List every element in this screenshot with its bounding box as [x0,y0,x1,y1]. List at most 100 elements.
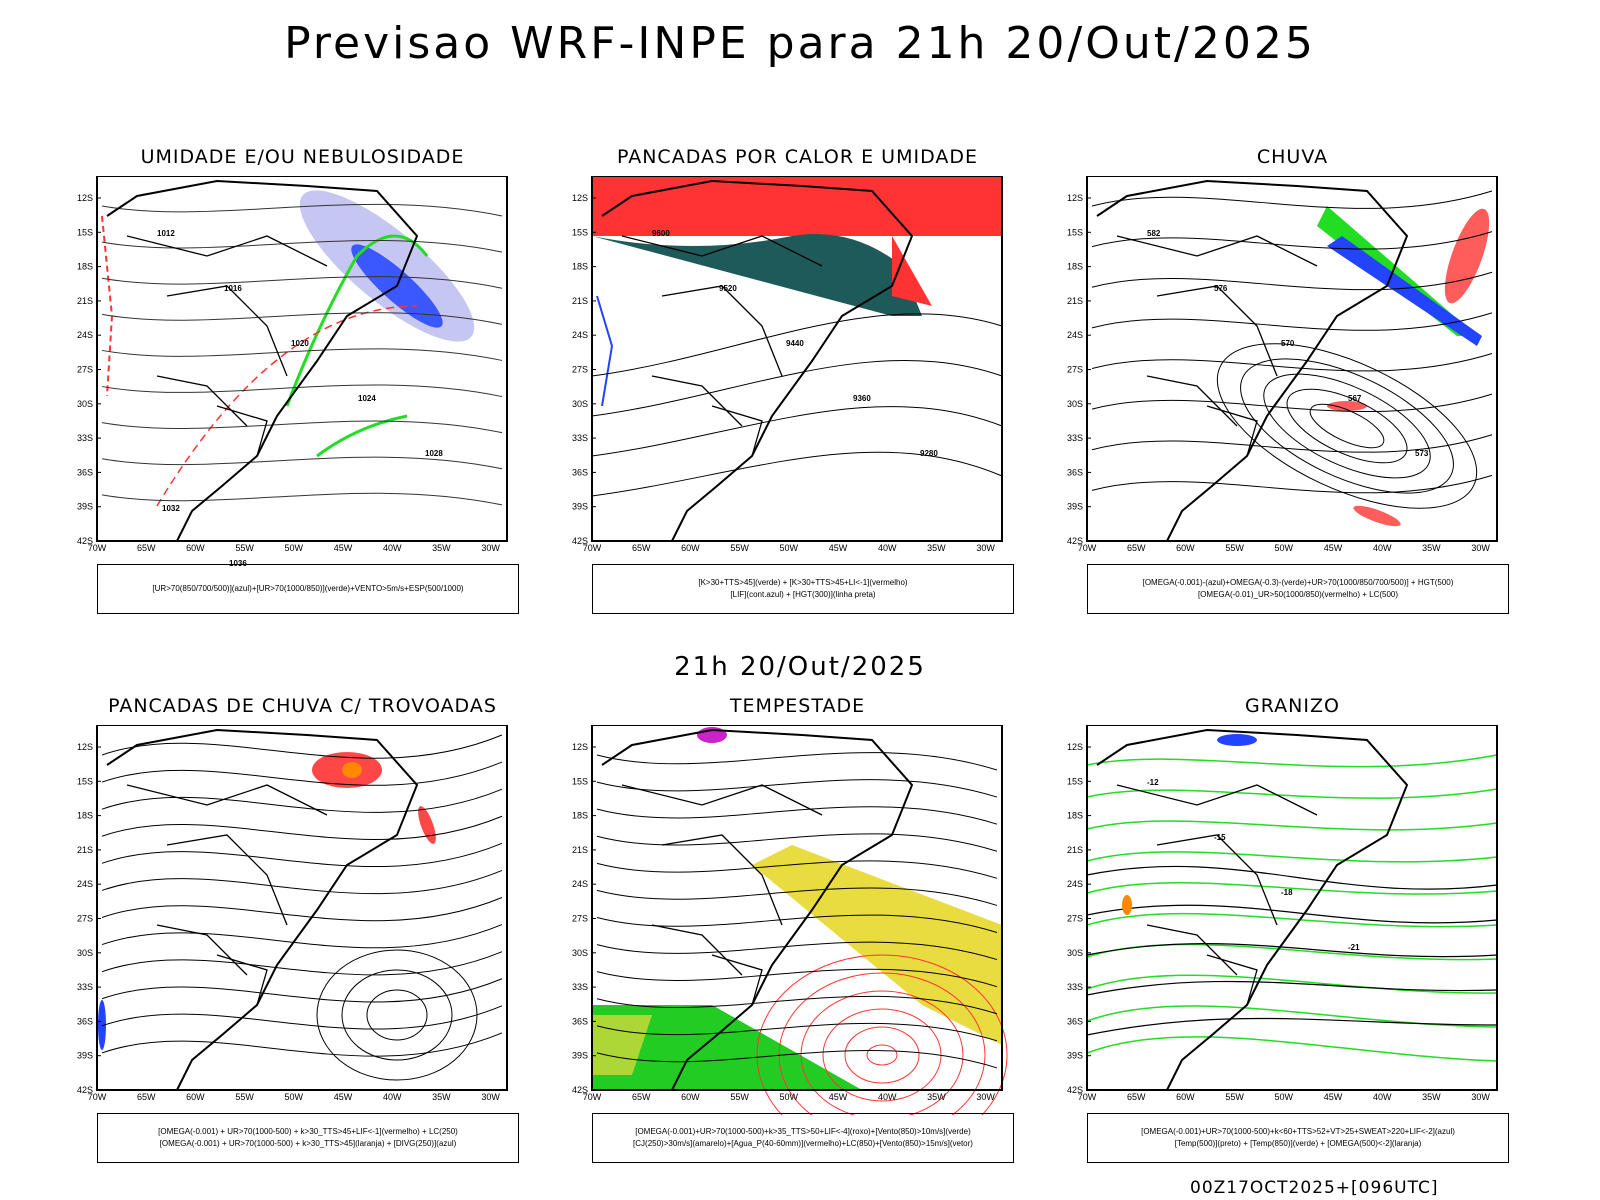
lat-tick-label: 33S [77,982,93,992]
legend-line: [OMEGA(-0.001)+UR>70(1000-500)+k<60+TTS>… [1141,1127,1455,1136]
lat-tick-label: 21S [1067,845,1083,855]
lon-tick-label: 40W [878,1092,897,1102]
lat-tick-label: 12S [572,742,588,752]
legend-box: [UR>70(850/700/500)](azul)+[UR>70(1000/8… [97,564,519,614]
legend-line: [K>30+TTS>45](verde) + [K>30+TTS>45+LI<-… [698,578,908,587]
lat-tick-label: 18S [1067,262,1083,272]
legend-box: [OMEGA(-0.001) + UR>70(1000-500) + k>30_… [97,1113,519,1163]
lat-tick-label: 42S [77,536,93,546]
lat-tick-label: 27S [77,365,93,375]
lon-tick-label: 40W [383,543,402,553]
legend-line: [UR>70(850/700/500)](azul)+[UR>70(1000/8… [152,584,464,593]
contour-label: 573 [1415,449,1429,458]
lat-tick-label: 33S [572,982,588,992]
lon-tick-label: 65W [632,1092,651,1102]
panel-umidade: UMIDADE E/OU NEBULOSIDADE 12S 15S 18S 21S 24… [55,146,550,616]
lat-tick-label: 12S [1067,193,1083,203]
lat-tick-label: 24S [1067,879,1083,889]
panel-title: PANCADAS POR CALOR E UMIDADE [616,146,978,168]
lat-tick-label: 39S [572,502,588,512]
lat-tick-label: 27S [1067,914,1083,924]
lat-tick-label: 18S [572,262,588,272]
lon-tick-label: 45W [1324,1092,1343,1102]
lon-tick-label: 35W [432,1092,451,1102]
lat-tick-label: 33S [1067,982,1083,992]
lat-tick-label: 21S [572,845,588,855]
lon-tick-label: 65W [1127,543,1146,553]
lat-tick-label: 24S [77,330,93,340]
lat-tick-label: 12S [572,193,588,203]
footer-timestamp: 00Z17OCT2025+[096UTC] [1190,1178,1439,1198]
lon-tick-label: 55W [235,1092,254,1102]
lon-tick-label: 55W [730,1092,749,1102]
lat-tick-label: 39S [77,1051,93,1061]
contour-label: 1028 [425,449,443,458]
lon-tick-label: 35W [432,543,451,553]
lon-tick-label: 40W [1373,543,1392,553]
lat-tick-label: 36S [1067,467,1083,477]
panel-title: UMIDADE E/OU NEBULOSIDADE [140,146,465,168]
panel-trovoadas: PANCADAS DE CHUVA C/ TROVOADAS 12S 15S 18S… [55,695,550,1165]
lat-tick-label: 36S [572,467,588,477]
lon-tick-label: 60W [681,1092,700,1102]
lat-tick-label: 18S [572,811,588,821]
contour-label: 1024 [358,394,376,403]
panel-title: PANCADAS DE CHUVA C/ TROVOADAS [108,695,497,717]
lon-tick-label: 35W [1422,1092,1441,1102]
contour-label: -21 [1348,943,1360,952]
lat-tick-label: 21S [572,296,588,306]
lon-tick-label: 30W [1471,543,1490,553]
lat-tick-label: 39S [1067,1051,1083,1061]
panel-pancadas-calor: PANCADAS POR CALOR E UMIDADE 12S 15S 18S 21… [550,146,1045,616]
lat-tick-label: 18S [1067,811,1083,821]
contour-label: 9600 [652,229,670,238]
lat-tick-label: 30S [572,948,588,958]
legend-line: [OMEGA(-0.001)-(azul)+OMEGA(-0.3)-(verde… [1142,578,1454,587]
legend-box: [OMEGA(-0.001)+UR>70(1000-500)+k>35_TTS>… [592,1113,1014,1163]
lon-tick-label: 65W [632,543,651,553]
lat-tick-label: 36S [77,467,93,477]
lat-tick-label: 33S [77,433,93,443]
lat-tick-label: 42S [77,1085,93,1095]
legend-box: [OMEGA(-0.001)+UR>70(1000-500)+k<60+TTS>… [1087,1113,1509,1163]
contour-label: 1012 [157,229,175,238]
lon-tick-label: 30W [976,1092,995,1102]
lat-tick-label: 36S [1067,1016,1083,1026]
lon-tick-label: 70W [88,1092,107,1102]
contour-label: 1020 [291,339,309,348]
lon-tick-label: 30W [481,543,500,553]
lat-tick-label: 15S [1067,776,1083,786]
lon-tick-label: 50W [1275,1092,1294,1102]
contour-label: -12 [1147,778,1159,787]
panel-title: CHUVA [1256,146,1329,168]
contour-label: -18 [1281,888,1293,897]
mid-time: 21h 20/Out/2025 [674,652,926,682]
lat-tick-label: 15S [572,227,588,237]
lat-tick-label: 42S [572,1085,588,1095]
contour-label: 9360 [853,394,871,403]
contour-label: 570 [1281,339,1295,348]
lon-tick-label: 50W [285,1092,304,1102]
lat-tick-label: 27S [1067,365,1083,375]
contour-label: 1036 [229,559,247,566]
lon-tick-label: 70W [583,543,602,553]
lon-tick-label: 55W [235,543,254,553]
legend-box: [K>30+TTS>45](verde) + [K>30+TTS>45+LI<-… [592,564,1014,614]
lon-tick-label: 45W [334,1092,353,1102]
lon-tick-label: 60W [1176,1092,1195,1102]
lon-tick-label: 70W [583,1092,602,1102]
lon-tick-label: 65W [137,543,156,553]
contour-label: 582 [1147,229,1161,238]
lon-tick-label: 40W [1373,1092,1392,1102]
legend-line: [OMEGA(-0.001) + UR>70(1000-500) + k>30_… [158,1127,458,1136]
lat-tick-label: 15S [1067,227,1083,237]
lat-tick-label: 42S [1067,536,1083,546]
lon-tick-label: 45W [829,1092,848,1102]
panel-chuva: CHUVA 12S 15S 18S 21S 24S 27S 30S 33S 36S 39S 42S 7… [1045,146,1540,616]
contour-label: 9440 [786,339,804,348]
lon-tick-label: 30W [1471,1092,1490,1102]
panel-title: TEMPESTADE [729,695,866,717]
